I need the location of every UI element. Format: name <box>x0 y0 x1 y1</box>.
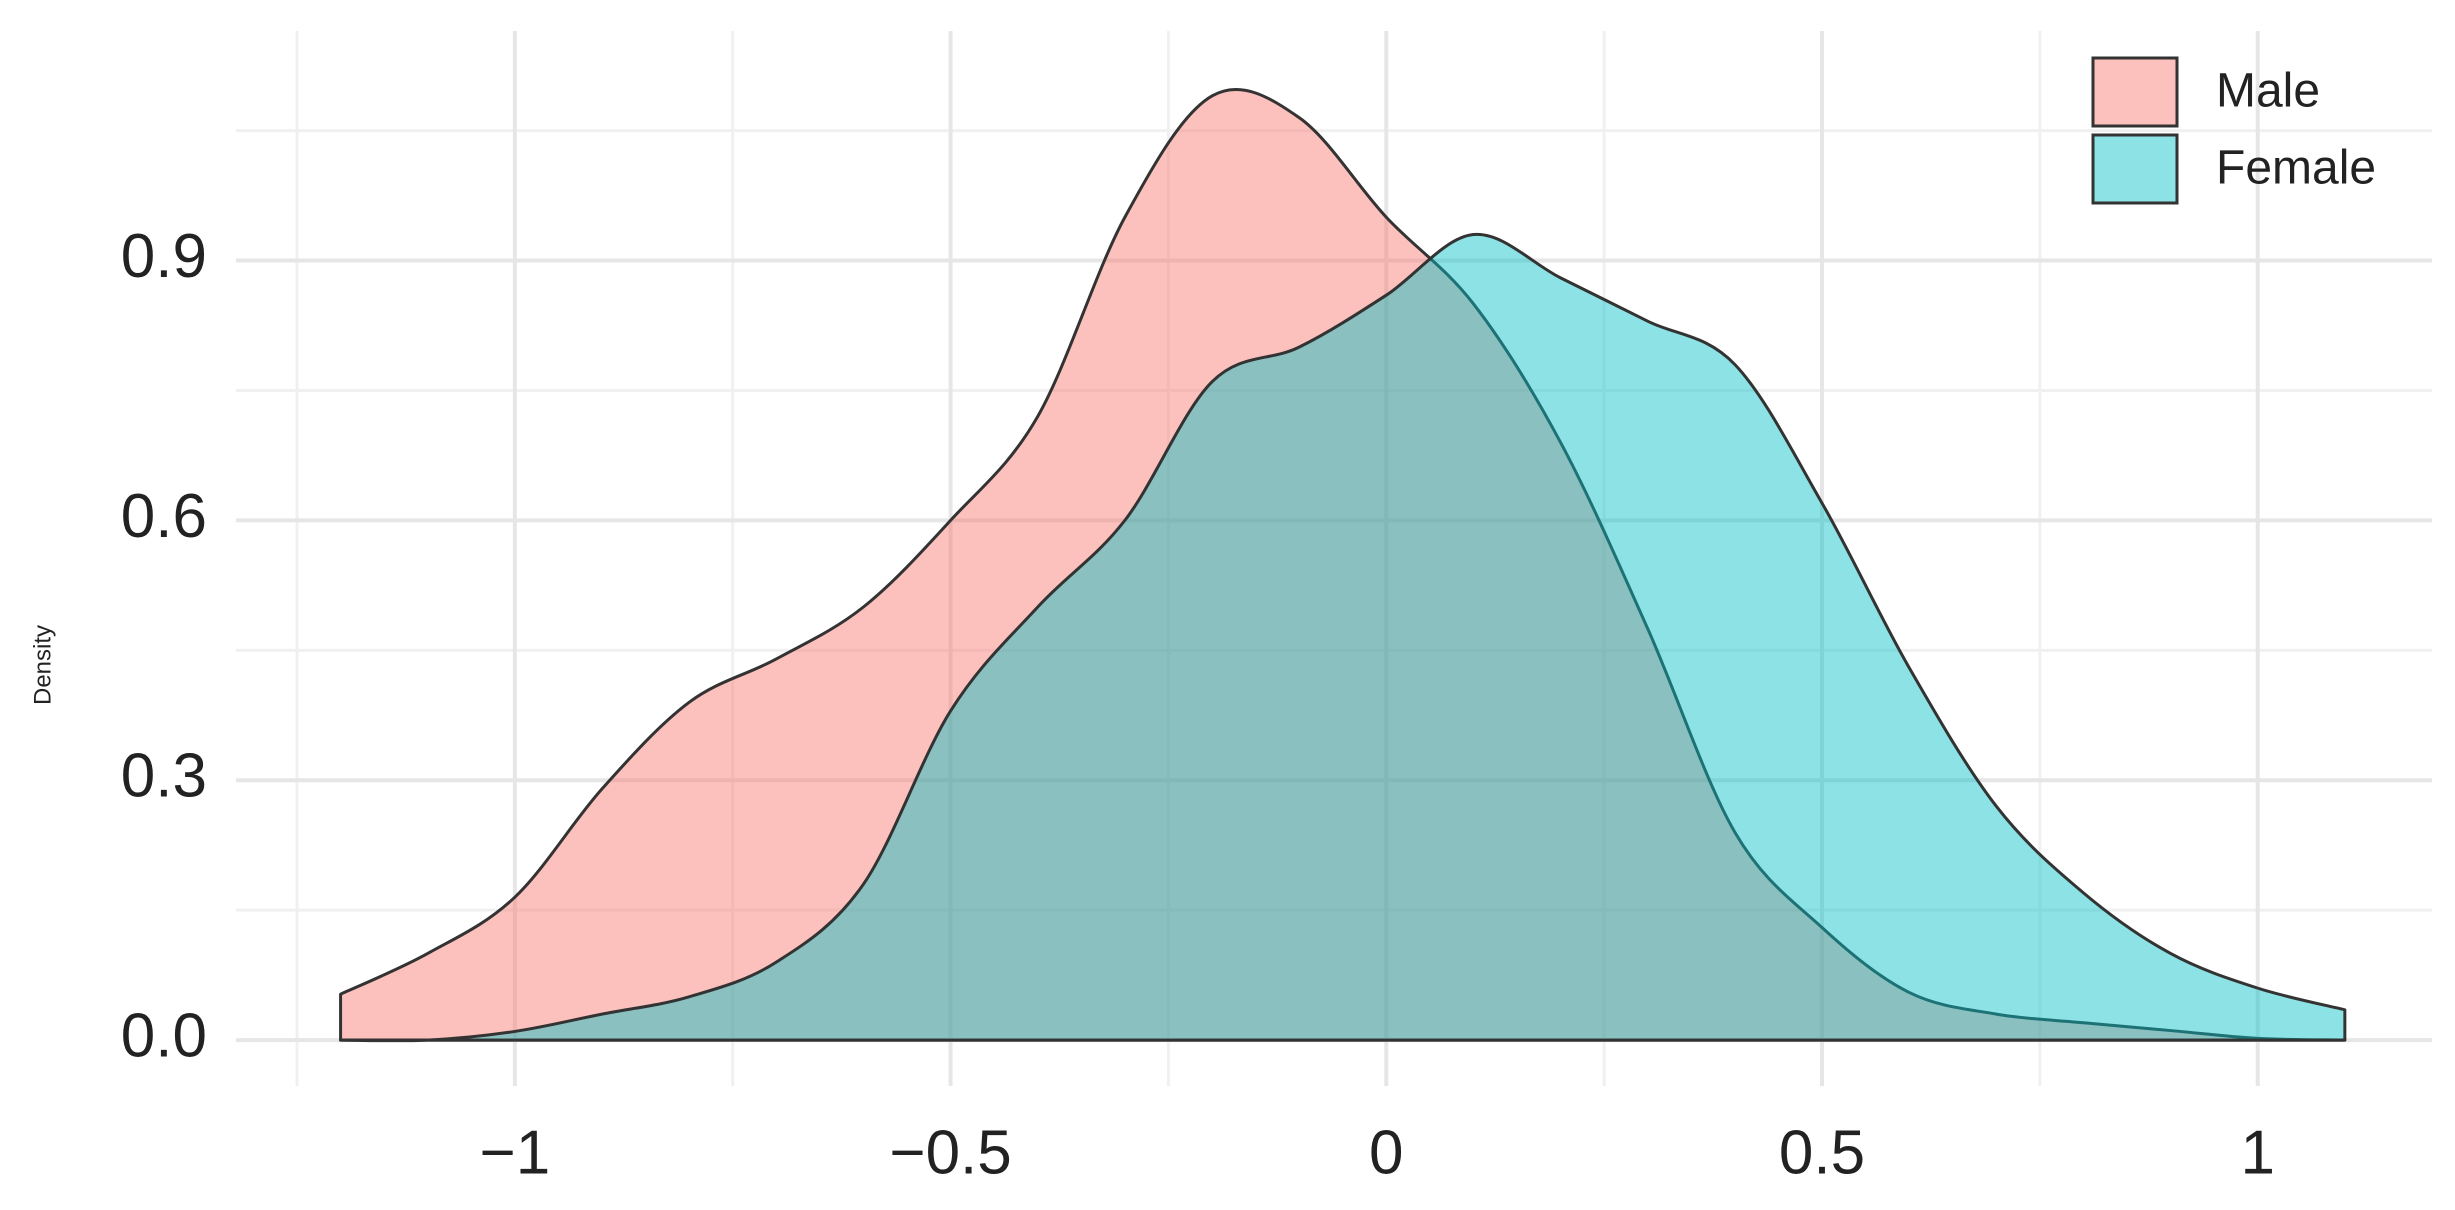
x-tick-label: −0.5 <box>889 1118 1011 1187</box>
y-tick-label: 0.3 <box>121 742 207 811</box>
x-tick-label: −1 <box>480 1118 551 1187</box>
legend-label: Female <box>2216 142 2376 195</box>
y-tick-label: 0.9 <box>121 222 207 291</box>
legend-key <box>2091 133 2179 205</box>
x-tick-label: 0 <box>1369 1118 1403 1187</box>
y-tick-label: 0.6 <box>121 482 207 551</box>
y-axis-label: Density <box>29 625 56 705</box>
legend-label: Male <box>2216 65 2320 118</box>
x-tick-label: 1 <box>2240 1118 2274 1187</box>
density-area <box>339 87 2347 1042</box>
x-tick-label: 0.5 <box>1779 1118 1865 1187</box>
y-tick-label: 0.0 <box>121 1001 207 1070</box>
density-area <box>339 233 2347 1043</box>
legend-key <box>2091 56 2179 128</box>
